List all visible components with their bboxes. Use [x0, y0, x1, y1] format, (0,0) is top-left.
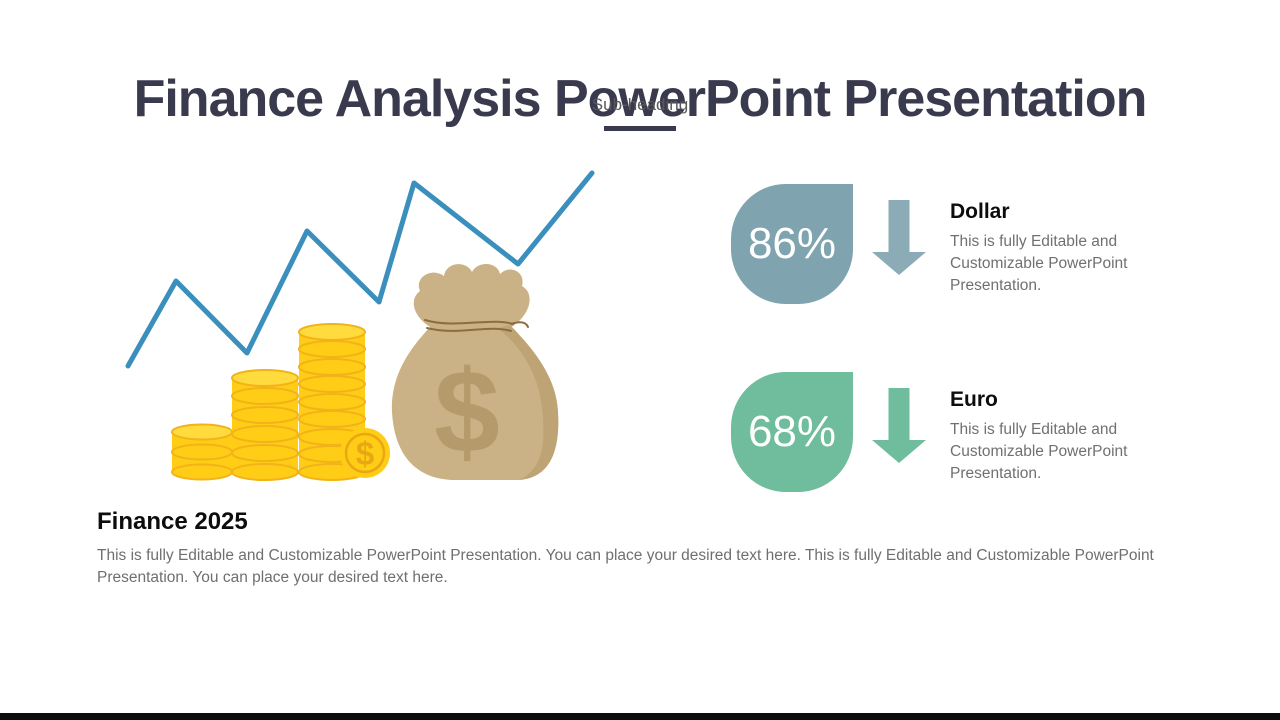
stat-label-euro: Euro	[950, 388, 998, 411]
down-arrow-icon	[872, 388, 926, 463]
page-title: Finance Analysis PowerPoint Presentation	[133, 69, 1148, 128]
title-divider	[604, 126, 676, 131]
subheading: Sub-heading	[591, 95, 689, 114]
coin-stack-medium	[231, 369, 299, 481]
stat-value-euro: 68%	[747, 407, 837, 456]
stat-description-dollar: This is fully Editable and Customizable …	[950, 233, 1128, 294]
stat-value-dollar: 86%	[747, 219, 837, 268]
stat-shape-dollar: 86%	[731, 184, 853, 304]
stat-text-euro: Euro This is fully Editable and Customiz…	[950, 388, 1162, 485]
money-bag-icon: $	[391, 263, 559, 480]
stat-label-dollar: Dollar	[950, 200, 1010, 223]
stat-shape-euro: 68%	[731, 372, 853, 492]
bottom-bar	[0, 713, 1280, 720]
footer-body: This is fully Editable and Customizable …	[97, 547, 1154, 586]
down-arrow-icon	[872, 200, 926, 275]
bag-dollar-symbol: $	[434, 346, 500, 478]
growth-line-chart	[125, 170, 595, 369]
dollar-coin-icon: $	[340, 428, 390, 478]
money-growth-illustration: $	[125, 170, 595, 481]
stat-text-dollar: Dollar This is fully Editable and Custom…	[950, 200, 1162, 297]
footer-heading: Finance 2025	[97, 508, 248, 535]
stat-description-euro: This is fully Editable and Customizable …	[950, 421, 1128, 482]
coin-stack-small	[171, 423, 233, 481]
coin-dollar-symbol: $	[356, 435, 374, 472]
